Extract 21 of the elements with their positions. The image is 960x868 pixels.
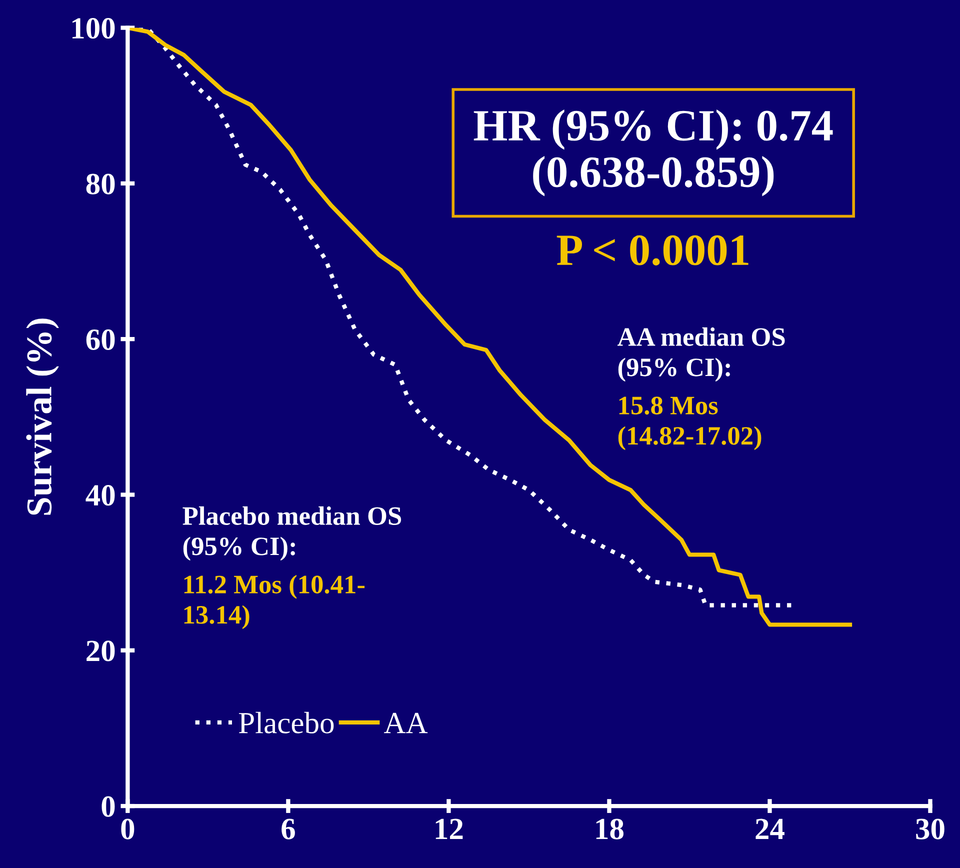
annotation: Placebo median OS (95% CI):	[182, 506, 402, 561]
y-tick-label: 80	[86, 174, 115, 194]
y-tick-label: 100	[72, 18, 115, 39]
y-tick-label: 60	[86, 329, 115, 350]
x-tick-label: 18	[596, 818, 624, 840]
y-axis-title: Survival (%)	[26, 318, 59, 515]
legend-label: AA	[384, 712, 428, 734]
annotation: 11.2 Mos (10.41- 13.14)	[184, 574, 365, 630]
x-tick-label: 24	[756, 818, 784, 840]
annotation: AA median OS (95% CI):	[618, 327, 785, 382]
x-tick-label: 12	[436, 818, 463, 840]
y-tick-label: 40	[86, 485, 115, 506]
x-tick-label: 0	[121, 818, 134, 840]
legend-label: Placebo	[238, 712, 334, 734]
y-tick-label: 0	[102, 796, 115, 817]
y-tick-label: 20	[86, 640, 115, 662]
x-tick-label: 30	[916, 818, 944, 840]
x-tick-label: 6	[282, 818, 295, 840]
annotation: HR (95% CI): 0.74 (0.638-0.859)	[474, 109, 833, 196]
annotation: P < 0.0001	[556, 235, 748, 266]
annotation: 15.8 Mos (14.82-17.02)	[618, 396, 762, 450]
